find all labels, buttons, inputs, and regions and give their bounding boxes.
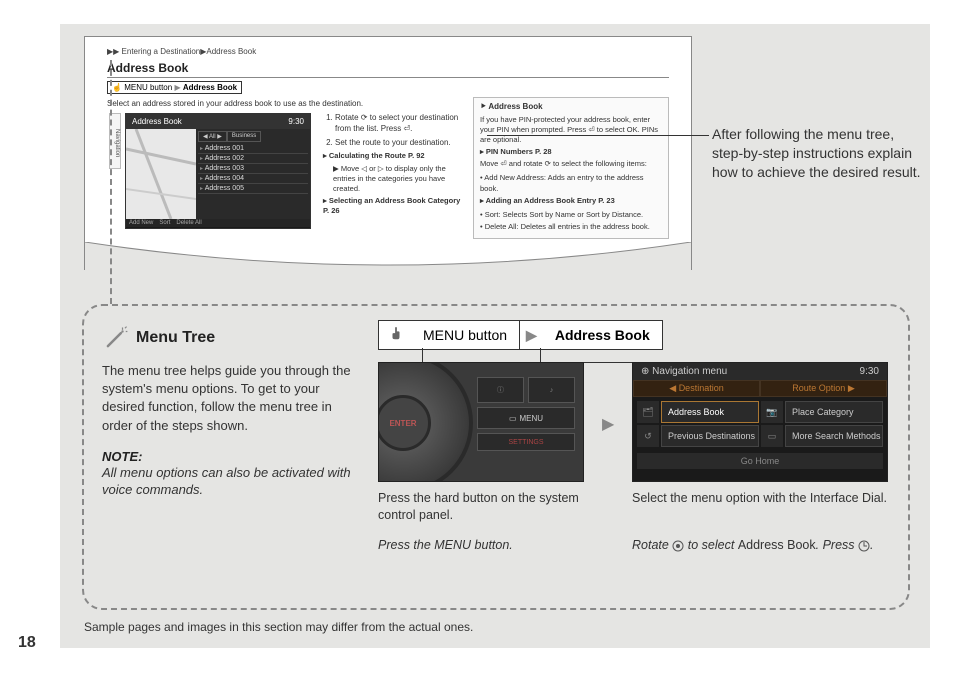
address-book-screenshot: Address Book 9:30 ◀ All ▶ Business Addre… [125, 113, 311, 229]
ctrl-caption: Press the hard button on the system cont… [378, 490, 584, 524]
addr-tab-business: Business [227, 131, 261, 142]
nav-item-more-search: More Search Methods [785, 425, 883, 447]
info-button: ⓘ [477, 377, 524, 403]
dial-press-icon [858, 540, 870, 552]
map-thumb-svg [126, 129, 196, 219]
title-underline [107, 77, 669, 78]
nav-tab-route: Route Option ▶ [760, 380, 887, 397]
addr-tab-all: ◀ All ▶ [198, 131, 227, 142]
page-title: Address Book [107, 61, 188, 75]
instructions-column: Rotate ⟳ to select your destination from… [323, 113, 463, 218]
nav-header-time: 9:30 [860, 366, 879, 377]
audio-button: ♪ [528, 377, 575, 403]
addr-item: Address 005 [198, 184, 308, 194]
dial-enter-label: ENTER [378, 395, 431, 451]
curved-bottom [85, 242, 691, 270]
nav-go-home: Go Home [637, 453, 883, 469]
nav-menu-image: ⊕ Navigation menu 9:30 ◀ Destination Rou… [632, 362, 888, 482]
addr-item: Address 001 [198, 144, 308, 154]
side-info-box: ⯈ Address Book If you have PIN-protected… [473, 97, 669, 239]
ref-select-category: Selecting an Address Book Category P. 26 [323, 196, 463, 216]
page-description: Select an address stored in your address… [107, 99, 363, 108]
side-info-p1: If you have PIN-protected your address b… [480, 115, 662, 145]
sequence-arrow-icon: ▶ [602, 414, 614, 434]
connector-line [540, 348, 541, 362]
sub-step: ▶ Move ◁ or ▷ to display only the entrie… [333, 164, 463, 194]
menu-path-bar: MENU button ▶ Address Book [378, 320, 663, 350]
note-body: All menu options can also be activated w… [102, 464, 362, 499]
nav-item-address-book: Address Book [661, 401, 759, 423]
ref-calc-route: Calculating the Route P. 92 [323, 151, 463, 161]
note-label: NOTE: [102, 449, 362, 464]
menu-tree-text: Menu Tree The menu tree helps guide you … [102, 324, 362, 499]
menu-path-step1: MENU button [124, 83, 172, 92]
ref-add-entry: ▸ Adding an Address Book Entry P. 23 [480, 196, 662, 206]
menu-path-step2: Address Book [183, 83, 237, 92]
nav-icon: 🗂 [637, 401, 659, 423]
path-step1: MENU button [411, 322, 519, 348]
menu-tree-title: Menu Tree [136, 329, 215, 347]
addr-header-time: 9:30 [288, 117, 304, 126]
callout-leader-line [487, 135, 709, 136]
menu-path: ☝ MENU button ▶ Address Book [107, 81, 242, 94]
path-step2: Address Book [543, 322, 662, 348]
step-1: Rotate ⟳ to select your destination from… [335, 113, 463, 135]
page-number: 18 [18, 634, 36, 652]
breadcrumb: ▶▶ Entering a Destination▶Address Book [107, 47, 256, 56]
control-panel-image: ENTER ⓘ ♪ ▭ MENU SETTINGS [378, 362, 584, 482]
nav-item-place-category: Place Category [785, 401, 883, 423]
hard-buttons: ⓘ ♪ ▭ MENU SETTINGS [477, 377, 575, 451]
addr-item: Address 002 [198, 154, 308, 164]
path-arrow-icon: ▶ [520, 327, 543, 344]
addr-item: Address 004 [198, 174, 308, 184]
nav-instruction: Rotate to select Address Book. Press . [632, 538, 888, 552]
ctrl-instruction: Press the MENU button. [378, 538, 513, 552]
side-info-head: ⯈ Address Book [480, 102, 662, 113]
addr-footer-btn: Sort [159, 220, 170, 226]
addr-map-thumb [126, 129, 196, 219]
nav-caption: Select the menu option with the Interfac… [632, 490, 888, 507]
footer-note: Sample pages and images in this section … [84, 620, 473, 634]
wand-icon [102, 324, 130, 352]
settings-button: SETTINGS [477, 433, 575, 451]
ref-pin: ▸ PIN Numbers P. 28 [480, 147, 662, 157]
dial-rotate-icon [672, 540, 684, 552]
addr-item: Address 003 [198, 164, 308, 174]
manual-page-preview: ▶▶ Entering a Destination▶Address Book A… [84, 36, 692, 270]
side-info-li: Delete All: Deletes all entries in the a… [480, 222, 662, 232]
side-info-li: Add New Address: Adds an entry to the ad… [480, 173, 662, 193]
side-info-li: Sort: Selects Sort by Name or Sort by Di… [480, 210, 662, 220]
addr-footer-btn: Add New [129, 220, 153, 226]
nav-icon: 📷 [761, 401, 783, 423]
menu-button: ▭ MENU [477, 407, 575, 429]
step-2: Set the route to your destination. [335, 138, 463, 149]
interface-dial: ENTER [378, 362, 473, 482]
nav-icon: ↺ [637, 425, 659, 447]
menu-tree-body: The menu tree helps guide you through th… [102, 362, 362, 435]
callout-text: After following the menu tree, step-by-s… [712, 125, 922, 182]
nav-item-previous: Previous Destinations [661, 425, 759, 447]
addr-list: ◀ All ▶ Business Address 001 Address 002… [196, 129, 310, 219]
nav-header-title: Navigation menu [652, 366, 727, 377]
dashed-connector [110, 60, 112, 304]
menu-tree-box: Menu Tree The menu tree helps guide you … [82, 304, 910, 610]
nav-tab-destination: ◀ Destination [633, 380, 760, 397]
addr-header-title: Address Book [132, 117, 182, 126]
finger-icon [379, 322, 411, 349]
addr-footer: Add New Sort Delete All [126, 219, 310, 227]
side-info-p2: Move ⏎ and rotate ⟳ to select the follow… [480, 159, 662, 169]
connector-line [422, 348, 423, 362]
nav-icon: ▭ [761, 425, 783, 447]
addr-footer-btn: Delete All [176, 220, 201, 226]
